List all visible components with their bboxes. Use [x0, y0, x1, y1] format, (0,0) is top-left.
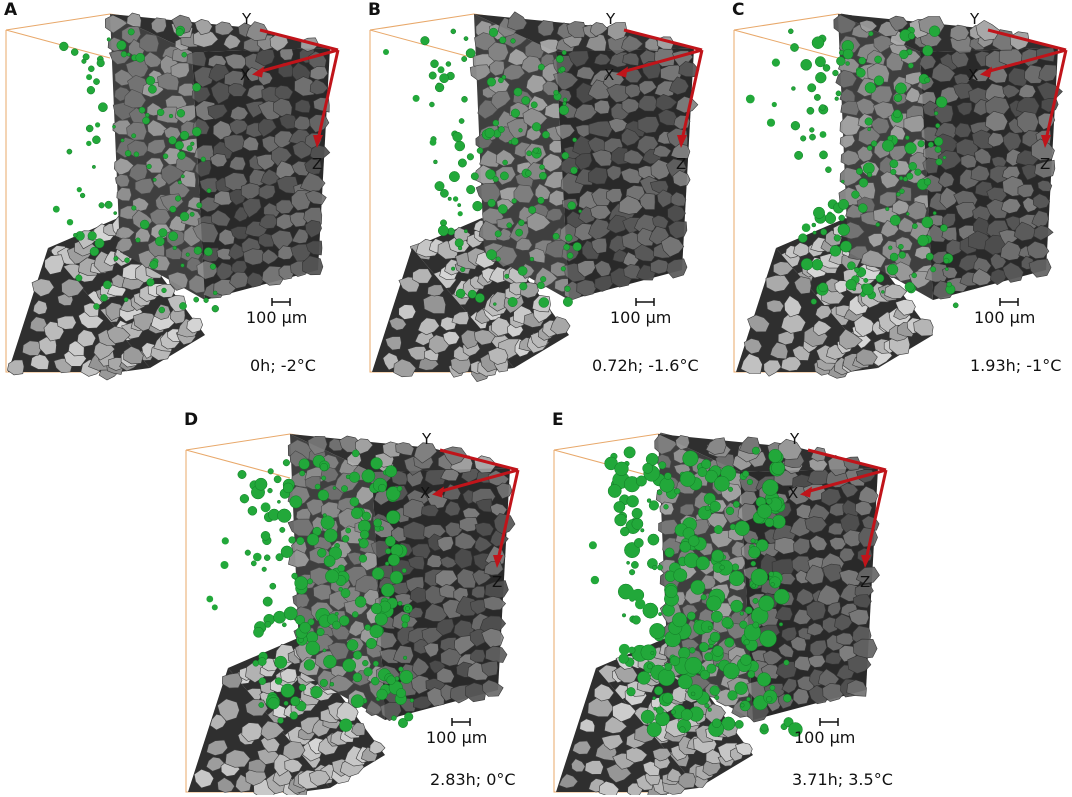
- panel-caption: 0h; -2°C: [250, 356, 316, 375]
- ice-phase: [383, 27, 582, 308]
- axis-arrows: [432, 448, 520, 568]
- tomography-render-e: [553, 432, 888, 795]
- panel-caption: 2.83h; 0°C: [430, 770, 516, 789]
- tomography-render-a: [5, 12, 340, 381]
- scale-bar: [271, 298, 291, 306]
- block-top-face: [290, 434, 510, 476]
- z-axis-label: Z: [1040, 155, 1051, 173]
- axis-arrows: [616, 28, 704, 148]
- ice-phase: [745, 25, 959, 309]
- ice-phase: [52, 25, 219, 314]
- floor-slice-front: [556, 668, 698, 795]
- panel-a: A Y X Z 100 μm 0h; -2°C: [0, 0, 362, 385]
- panel-label: B: [368, 0, 381, 20]
- panel-d: D Y X Z 100 μm 2.83h; 0°C: [180, 410, 542, 795]
- block-top-face: [838, 14, 1058, 54]
- y-axis-label: Y: [606, 10, 616, 28]
- tomography-render-d: [185, 433, 520, 795]
- panel-caption: 3.71h; 3.5°C: [792, 770, 893, 789]
- y-axis-label: Y: [422, 430, 432, 448]
- block-top-face: [474, 11, 694, 56]
- tomography-render-b: [369, 11, 704, 383]
- scale-bar: [819, 718, 839, 726]
- panel-e: E Y X Z 100 μm 3.71h; 3.5°C: [548, 410, 910, 795]
- floor-slice-front: [372, 248, 514, 383]
- z-axis-label: Z: [860, 573, 871, 591]
- scale-bar-label: 100 μm: [246, 308, 308, 327]
- y-axis-label: Y: [242, 10, 252, 28]
- x-axis-label: X: [240, 66, 251, 84]
- z-axis-label: Z: [312, 155, 323, 173]
- floor-slice-front: [7, 248, 150, 381]
- x-axis-label: X: [788, 484, 799, 502]
- floor-slice-front: [736, 248, 878, 379]
- tomography-render-c: [733, 13, 1068, 379]
- floor-slice-front: [188, 668, 331, 795]
- block-right-face: [916, 45, 1063, 300]
- floor-slice: [48, 216, 205, 368]
- panel-c: C Y X Z 100 μm 1.93h; -1°C: [728, 0, 1072, 385]
- scale-bar-label: 100 μm: [610, 308, 672, 327]
- axis-arrows: [800, 448, 888, 568]
- x-axis-label: X: [420, 484, 431, 502]
- panel-b: B Y X Z 100 μm 0.72h; -1.6°C: [364, 0, 726, 385]
- block-left-face: [833, 13, 936, 300]
- x-axis-label: X: [604, 66, 615, 84]
- panel-label: D: [184, 410, 199, 430]
- panel-label: C: [732, 0, 745, 20]
- panel-caption: 0.72h; -1.6°C: [592, 356, 699, 375]
- axis-arrows: [252, 28, 340, 148]
- panel-label: A: [4, 0, 18, 20]
- scale-bar: [999, 298, 1019, 306]
- panel-label: E: [552, 410, 564, 430]
- scale-bar-label: 100 μm: [794, 728, 856, 747]
- x-axis-label: X: [968, 66, 979, 84]
- y-axis-label: Y: [970, 10, 980, 28]
- panel-caption: 1.93h; -1°C: [970, 356, 1062, 375]
- scale-bar: [635, 298, 655, 306]
- scale-bar-label: 100 μm: [974, 308, 1036, 327]
- ice-phase: [206, 449, 415, 732]
- scale-bar-label: 100 μm: [426, 728, 488, 747]
- block-top-face: [110, 12, 330, 53]
- scale-bar: [451, 718, 471, 726]
- z-axis-label: Z: [492, 573, 503, 591]
- z-axis-label: Z: [676, 155, 687, 173]
- y-axis-label: Y: [790, 430, 800, 448]
- ice-phase: [588, 446, 803, 738]
- block-right-face: [186, 45, 331, 300]
- axis-arrows: [980, 28, 1068, 148]
